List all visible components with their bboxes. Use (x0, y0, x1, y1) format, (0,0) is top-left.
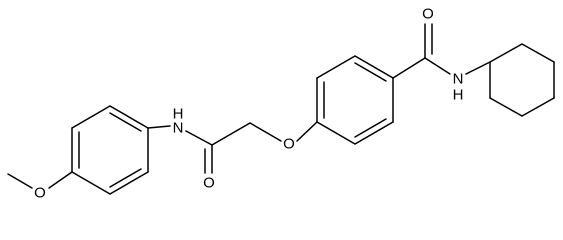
bond (48, 171, 73, 189)
bond-inner (354, 62, 387, 82)
bond (185, 130, 213, 146)
atom-hydrogen: H (173, 106, 184, 123)
bond (147, 125, 171, 129)
atom-label: O (203, 175, 215, 192)
atom-label: O (283, 136, 295, 153)
bond (489, 43, 523, 63)
bond (71, 105, 111, 129)
bond (316, 121, 356, 145)
molecule-diagram: O H N O O O N H (7, 6, 555, 202)
atom-hydrogen: H (453, 87, 464, 104)
bonds (7, 23, 555, 195)
bond (489, 97, 523, 117)
bond (392, 57, 426, 79)
atom-label: N (453, 71, 464, 88)
bond-inner (109, 112, 142, 132)
bond (424, 57, 451, 75)
bond (521, 43, 555, 63)
bond (109, 171, 149, 195)
bond-inner (109, 168, 142, 188)
bond (316, 55, 356, 79)
atom-label: O (422, 6, 434, 23)
bond-inner (354, 118, 387, 138)
bond (296, 121, 318, 142)
bond (465, 61, 491, 75)
bond (354, 121, 394, 145)
bond (71, 171, 111, 195)
bond (521, 97, 555, 117)
bond (7, 173, 33, 189)
bond (109, 105, 149, 129)
bond (354, 55, 394, 79)
atom-labels: O H N O O O N H (34, 6, 463, 202)
bond (211, 122, 251, 146)
atom-label: O (34, 185, 46, 202)
bond (249, 122, 282, 142)
atom-label: N (173, 120, 184, 137)
